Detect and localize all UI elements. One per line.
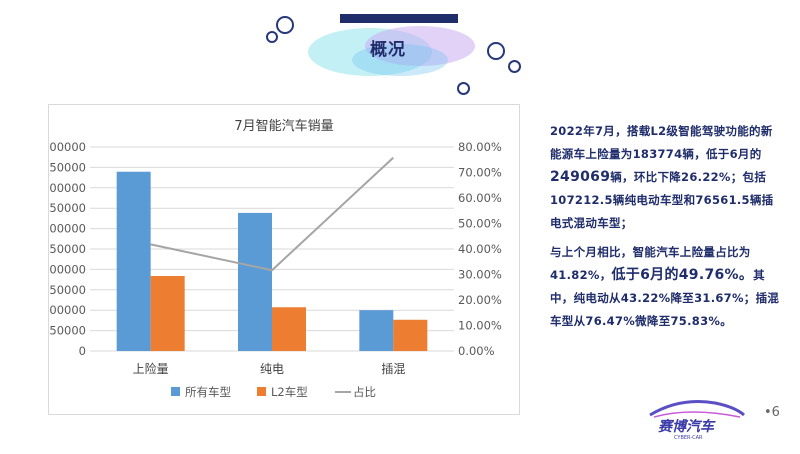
logo-subtext: CYBER-CAR — [674, 435, 703, 441]
bar-l2-models — [150, 276, 185, 351]
bubble-decoration — [457, 82, 470, 95]
y-left-tick-label: 150000 — [49, 283, 86, 297]
x-tick-label: 插混 — [381, 362, 405, 376]
description-text: 2022年7月，搭载L2级智能驾驶功能的新能源车上险量为183774辆，低于6月… — [550, 120, 782, 339]
bubble-decoration — [487, 42, 505, 60]
y-left-tick-label: 450000 — [49, 160, 86, 174]
brand-logo: 赛博汽车 CYBER-CAR — [649, 400, 745, 441]
y-right-tick-label: 10.00% — [458, 319, 502, 333]
legend-swatch — [171, 387, 180, 396]
y-right-tick-label: 0.00% — [458, 344, 495, 358]
line-share — [150, 156, 395, 272]
p2-highlight: 低于6月的49.76%。 — [611, 267, 754, 283]
p2-text-a: 与上个月相比，智能汽车上险量占比为41.82%， — [550, 245, 751, 282]
y-right-tick-label: 80.00% — [458, 140, 502, 154]
y-left-tick-label: 400000 — [49, 181, 86, 195]
x-tick-label: 上险量 — [133, 361, 169, 376]
y-left-tick-label: 50000 — [49, 324, 86, 338]
x-tick-label: 纯电 — [260, 362, 284, 376]
legend-swatch — [257, 387, 266, 396]
y-right-tick-label: 60.00% — [458, 191, 502, 205]
paragraph-1: 2022年7月，搭载L2级智能驾驶功能的新能源车上险量为183774辆，低于6月… — [550, 120, 782, 235]
legend-label: L2车型 — [271, 385, 308, 399]
bar-l2-models — [272, 307, 306, 351]
y-right-tick-label: 70.00% — [458, 166, 502, 180]
bar-all-models — [238, 212, 272, 351]
header-bar — [340, 14, 458, 23]
page-number: •6 — [764, 405, 780, 420]
y-right-tick-label: 20.00% — [458, 293, 502, 307]
y-right-tick-label: 50.00% — [458, 217, 502, 231]
y-left-tick-label: 300000 — [49, 222, 86, 236]
p1-text-a: 2022年7月，搭载L2级智能驾驶功能的新能源车上险量为183774辆，低于6月… — [550, 124, 773, 161]
bar-all-models — [359, 310, 394, 351]
y-left-tick-label: 0 — [79, 344, 86, 358]
chart-frame: 7月智能汽车销量 0 50000 100000 150000 200000 250000 30… — [42, 104, 520, 415]
bar-all-models — [116, 171, 151, 351]
paragraph-2: 与上个月相比，智能汽车上险量占比为41.82%，低于6月的49.76%。其中，纯… — [550, 241, 782, 333]
y-left-tick-label: 100000 — [49, 303, 86, 317]
page-title: 概况 — [370, 40, 406, 60]
y-left-tick-label: 350000 — [49, 201, 86, 215]
p1-highlight: 249069 — [550, 169, 611, 185]
sales-chart: 7月智能汽车销量 0 50000 100000 150000 200000 250000 30… — [42, 118, 502, 399]
bubble-decoration — [276, 16, 294, 34]
bubble-decoration — [508, 60, 521, 73]
legend-label: 所有车型 — [185, 385, 231, 399]
y-right-tick-label: 30.00% — [458, 268, 502, 282]
bubble-decoration — [266, 31, 278, 43]
y-left-tick-label: 250000 — [49, 242, 86, 256]
y-left-tick-label: 200000 — [49, 262, 86, 276]
title-decoration — [308, 26, 475, 76]
p1-text-b: 辆，环比下降26.22%；包括107212.5辆纯电动车型和76561.5辆插电… — [550, 170, 774, 230]
p2-text-b: 其中，纯电动从43.22%降至31.67%；插混车型从76.47%微降至75.8… — [550, 268, 780, 328]
logo-text: 赛博汽车 — [658, 418, 716, 435]
legend-label: 占比 — [353, 385, 376, 399]
chart-title: 7月智能汽车销量 — [234, 118, 333, 134]
bar-l2-models — [393, 319, 428, 351]
y-right-tick-label: 40.00% — [458, 242, 502, 256]
